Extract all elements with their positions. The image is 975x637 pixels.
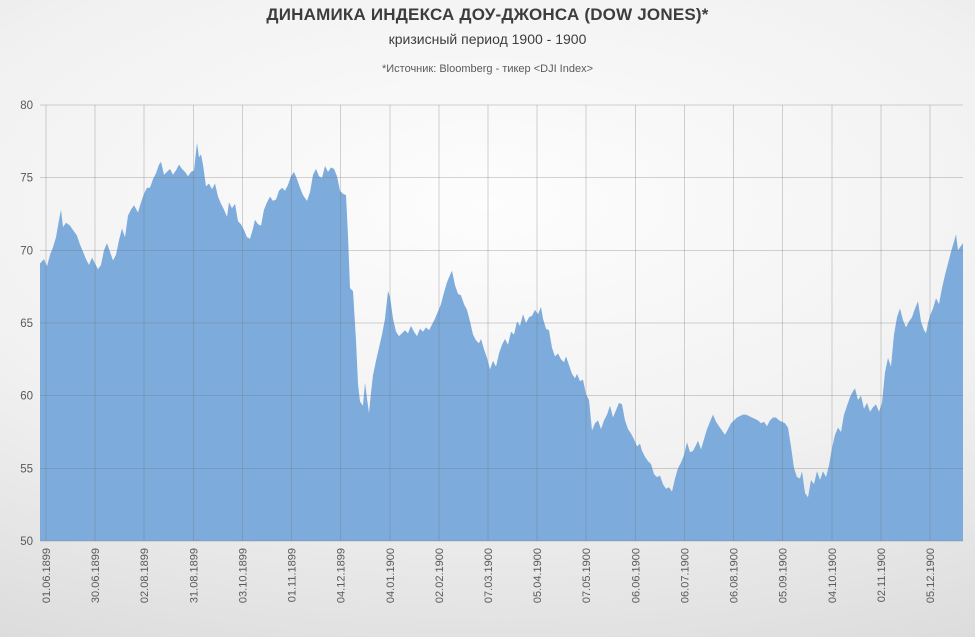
y-tick-label: 80 xyxy=(20,100,33,112)
x-tick-label: 06.08.1900 xyxy=(729,548,741,603)
y-tick-label: 75 xyxy=(20,173,33,185)
x-tick-label: 01.06.1899 xyxy=(41,548,53,603)
grid-lines xyxy=(40,104,963,542)
x-tick-label: 02.08.1899 xyxy=(139,548,151,603)
source-note: *Источник: Bloomberg - тикер <DJI Index> xyxy=(381,63,594,75)
x-tick-label: 07.05.1900 xyxy=(581,548,593,603)
x-tick-label: 05.04.1900 xyxy=(532,548,544,603)
x-tick-label: 06.06.1900 xyxy=(630,548,642,603)
x-tick-label: 06.07.1900 xyxy=(679,548,691,603)
x-tick-label: 03.10.1899 xyxy=(237,548,249,603)
y-tick-label: 55 xyxy=(20,463,33,475)
y-axis-labels: 50 55 60 65 70 75 80 xyxy=(20,100,33,548)
x-tick-label: 04.10.1900 xyxy=(827,548,839,603)
x-tick-label: 07.03.1900 xyxy=(483,548,495,603)
y-tick-label: 70 xyxy=(20,245,33,257)
y-tick-label: 50 xyxy=(20,536,33,548)
chart-subtitle: кризисный период 1900 - 1900 xyxy=(388,31,587,47)
x-tick-label: 30.06.1899 xyxy=(90,548,102,603)
x-tick-label: 04.01.1900 xyxy=(385,548,397,603)
x-tick-label: 31.08.1899 xyxy=(188,548,200,603)
x-tick-label: 05.12.1900 xyxy=(925,548,937,603)
y-tick-label: 60 xyxy=(20,391,33,403)
x-axis-labels: 01.06.1899 30.06.1899 02.08.1899 31.08.1899… xyxy=(41,548,937,603)
y-tick-label: 65 xyxy=(20,318,33,330)
x-tick-label: 04.12.1899 xyxy=(336,548,348,603)
x-tick-label: 02.02.1900 xyxy=(434,548,446,603)
area-series xyxy=(40,142,963,542)
chart-title: ДИНАМИКА ИНДЕКСА ДОУ-ДЖОНСА (DOW JONES)* xyxy=(266,5,709,24)
x-tick-label: 02.11.1900 xyxy=(876,548,888,602)
x-tick-label: 05.09.1900 xyxy=(778,548,790,603)
x-tick-label: 01.11.1899 xyxy=(287,548,299,602)
